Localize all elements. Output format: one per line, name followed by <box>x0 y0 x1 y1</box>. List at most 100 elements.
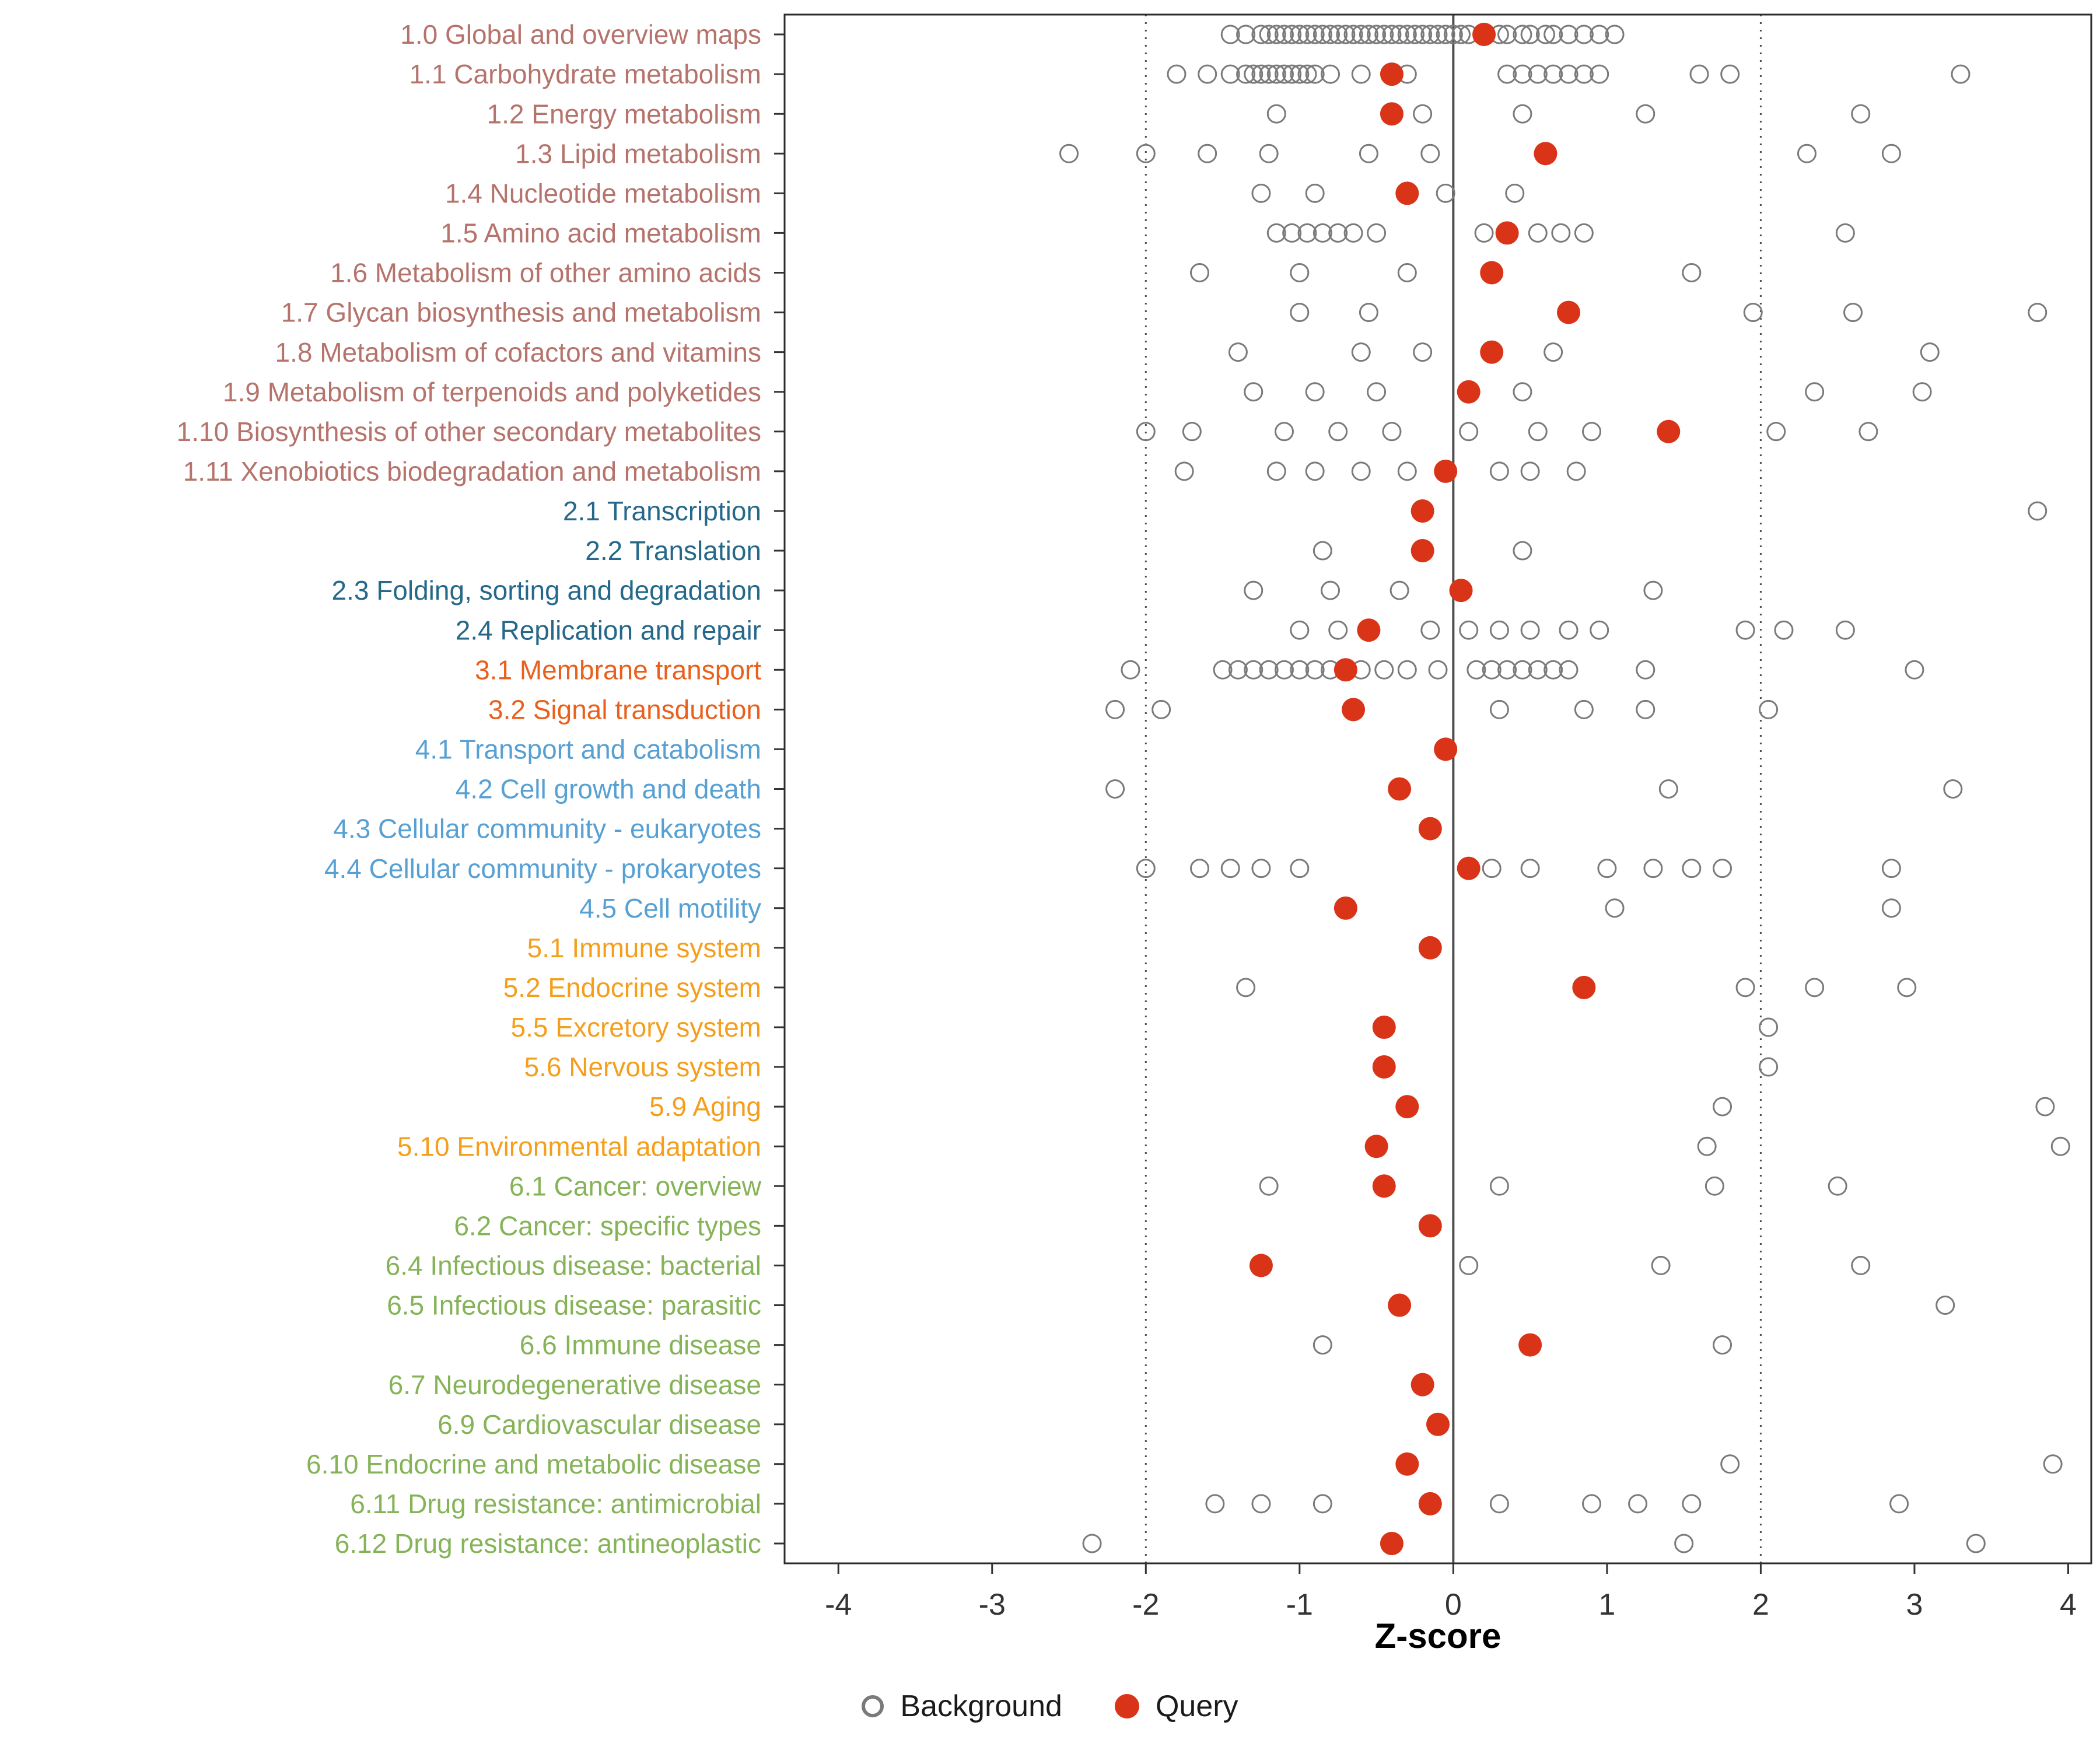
background-point <box>2043 1454 2063 1474</box>
query-point <box>1249 1254 1273 1278</box>
background-point <box>1881 859 1901 878</box>
background-point <box>1290 620 1310 640</box>
panel-border <box>783 13 2092 1564</box>
background-point <box>1759 1057 1779 1077</box>
background-point <box>1605 24 1625 44</box>
background-point <box>1351 24 1371 44</box>
background-point <box>1497 24 1517 44</box>
y-axis-label: 1.5 Amino acid metabolism <box>440 218 761 249</box>
y-axis-label: 2.2 Translation <box>585 536 761 566</box>
background-point <box>1590 620 1609 640</box>
background-point <box>1321 580 1340 600</box>
background-point <box>1881 898 1901 918</box>
background-point <box>1244 64 1264 84</box>
x-tick-label: -3 <box>979 1588 1006 1622</box>
background-point <box>1259 24 1279 44</box>
background-point <box>1136 144 1156 163</box>
query-point <box>1557 300 1580 324</box>
y-axis-label: 1.1 Carbohydrate metabolism <box>410 59 761 89</box>
y-axis-label: 1.2 Energy metabolism <box>487 99 761 129</box>
background-point <box>1390 580 1409 600</box>
background-point <box>1605 898 1625 918</box>
query-point <box>1495 221 1519 245</box>
query-point <box>1372 1174 1396 1198</box>
query-point <box>1434 737 1458 761</box>
y-axis-label: 6.6 Immune disease <box>520 1330 761 1360</box>
background-point <box>1136 859 1156 878</box>
query-point <box>1395 1095 1419 1119</box>
background-point <box>1843 303 1863 323</box>
x-tick-label: 3 <box>1906 1588 1923 1622</box>
background-point <box>1704 1176 1724 1196</box>
y-axis-label: 1.4 Nucleotide metabolism <box>445 178 761 208</box>
background-point <box>1897 978 1917 998</box>
background-point <box>1228 660 1248 680</box>
background-point <box>1713 1335 1732 1355</box>
background-point <box>1682 263 1702 282</box>
y-axis-label: 1.10 Biosynthesis of other secondary met… <box>177 416 761 447</box>
background-point <box>1274 422 1294 442</box>
background-point <box>1121 660 1140 680</box>
background-point <box>1420 144 1440 163</box>
background-point <box>1367 382 1387 402</box>
background-point <box>1198 144 1217 163</box>
x-axis-title: Z-score <box>1374 1616 1502 1656</box>
query-point <box>1364 1135 1388 1158</box>
background-point <box>1220 24 1240 44</box>
y-axis-label: 1.9 Metabolism of terpenoids and polyket… <box>223 377 761 407</box>
background-point <box>1436 183 1455 203</box>
background-point <box>1297 223 1317 243</box>
background-point <box>1236 24 1256 44</box>
background-point <box>1228 342 1248 362</box>
y-axis-label: 6.5 Infectious disease: parasitic <box>387 1290 761 1321</box>
background-point <box>1797 144 1817 163</box>
background-point <box>1735 620 1755 640</box>
background-point <box>1582 422 1602 442</box>
background-point <box>1590 64 1609 84</box>
background-point <box>1397 461 1417 481</box>
query-point <box>1395 181 1419 205</box>
background-point <box>1290 64 1310 84</box>
background-point <box>1305 64 1325 84</box>
y-axis-label: 6.10 Endocrine and metabolic disease <box>306 1449 761 1479</box>
background-point <box>1474 223 1494 243</box>
background-point <box>1520 859 1540 878</box>
query-point <box>1410 1373 1434 1396</box>
y-axis-label: 1.6 Metabolism of other amino acids <box>330 258 761 288</box>
y-axis-label: 6.12 Drug resistance: antineoplastic <box>335 1528 761 1559</box>
y-axis-label: 1.7 Glycan biosynthesis and metabolism <box>281 298 761 328</box>
background-point <box>1359 24 1378 44</box>
background-point <box>1413 104 1433 124</box>
y-axis-label: 3.1 Membrane transport <box>475 654 761 685</box>
x-tick-label: 4 <box>2060 1588 2077 1622</box>
background-point <box>1374 24 1394 44</box>
query-point <box>1434 459 1458 483</box>
background-point <box>1359 144 1378 163</box>
background-point <box>1489 620 1509 640</box>
y-axis-label: 6.9 Cardiovascular disease <box>438 1409 761 1440</box>
background-point <box>1851 1255 1871 1275</box>
query-point-swatch <box>1114 1694 1139 1718</box>
y-axis-label: 1.3 Lipid metabolism <box>515 138 761 169</box>
background-point <box>1574 223 1594 243</box>
background-point <box>1174 461 1194 481</box>
background-point <box>1513 64 1532 84</box>
background-point <box>1482 660 1502 680</box>
background-point <box>1290 660 1310 680</box>
y-axis-label: 2.3 Folding, sorting and degradation <box>331 575 761 606</box>
background-point <box>1359 303 1378 323</box>
background-point <box>1351 342 1371 362</box>
y-axis-label: 5.10 Environmental adaptation <box>397 1131 761 1161</box>
query-point <box>1418 817 1442 841</box>
background-point <box>1544 660 1563 680</box>
background-point <box>1459 422 1479 442</box>
background-point <box>1528 223 1548 243</box>
background-point <box>1312 1335 1332 1355</box>
background-point <box>1397 263 1417 282</box>
background-point <box>1244 382 1264 402</box>
y-axis-label: 3.2 Signal transduction <box>488 694 761 724</box>
y-axis-label: 4.2 Cell growth and death <box>456 774 761 804</box>
background-point <box>1297 24 1317 44</box>
legend-label-background: Background <box>900 1689 1062 1723</box>
background-point <box>1413 342 1433 362</box>
